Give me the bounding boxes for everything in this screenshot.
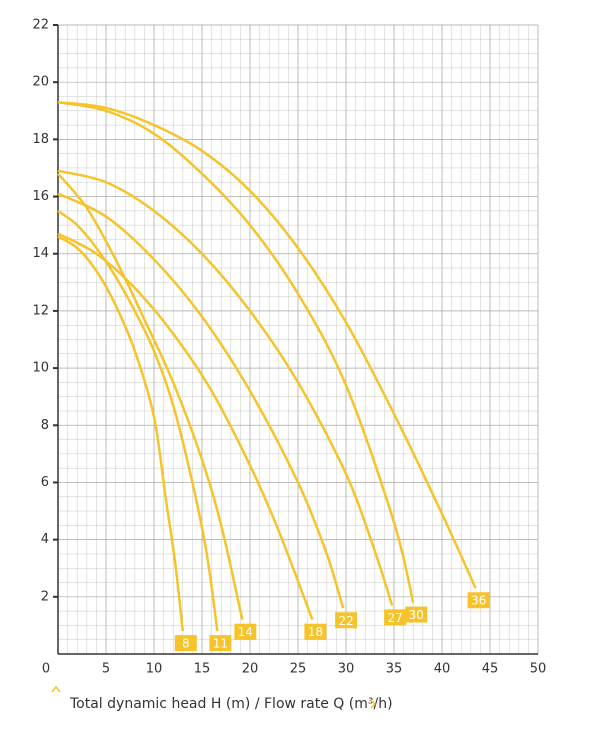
curve-label: 14: [238, 625, 253, 639]
curve-label-box: [174, 635, 197, 652]
curve-label: 8: [182, 637, 190, 651]
curve-label: 27: [387, 611, 402, 625]
caret-icon: [51, 685, 61, 693]
curve-label: 30: [409, 608, 424, 622]
y-tick-label: 22: [32, 18, 49, 33]
x-tick-label: 15: [194, 662, 211, 677]
x-tick-label: 5: [102, 662, 110, 677]
x-tick-label: 25: [290, 662, 307, 677]
y-tick-label: 20: [32, 75, 49, 90]
x-tick-label: 10: [146, 662, 163, 677]
x-tick-label: 0: [42, 662, 50, 677]
curve-label-box: [467, 592, 490, 609]
curve-label-box: [209, 635, 232, 652]
pump-curve: [57, 172, 244, 620]
curve-label: 36: [471, 594, 486, 608]
x-tick-label: 35: [386, 662, 403, 677]
y-tick-label: 2: [41, 589, 49, 604]
pump-curve: [57, 100, 477, 589]
curve-label-box: [384, 609, 407, 626]
x-tick-label: 40: [434, 662, 451, 677]
pump-curve: [57, 235, 185, 632]
y-tick-label: 10: [32, 361, 49, 376]
y-tick-label: 14: [32, 246, 49, 261]
x-tick-label: 45: [482, 662, 499, 677]
x-axis-label: Total dynamic head H (m) / Flow rate Q (…: [69, 696, 393, 712]
arrow-icon: [370, 699, 377, 709]
x-tick-label: 50: [530, 662, 547, 677]
y-tick-label: 8: [41, 418, 49, 433]
curve-label: 18: [308, 625, 323, 639]
y-tick-label: 4: [41, 532, 49, 547]
pump-curve: [57, 100, 415, 603]
curve-label-box: [304, 623, 327, 640]
curve-label: 22: [338, 614, 353, 628]
curve-label-box: [405, 606, 428, 623]
y-tick-label: 16: [32, 189, 49, 204]
pump-curve: [57, 192, 345, 609]
pump-curve: [57, 209, 219, 632]
y-tick-label: 18: [32, 132, 49, 147]
x-tick-label: 20: [242, 662, 259, 677]
y-tick-label: 12: [32, 303, 49, 318]
y-tick-label: 6: [41, 475, 49, 490]
x-tick-label: 30: [338, 662, 355, 677]
pump-curve: [57, 169, 394, 606]
pump-curve: [57, 232, 314, 621]
curve-label: 11: [213, 637, 228, 651]
curve-label-box: [335, 612, 358, 629]
curve-label-box: [234, 623, 257, 640]
